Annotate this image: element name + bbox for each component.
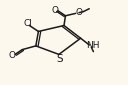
Text: S: S [57,54,63,64]
Text: NH: NH [86,41,100,50]
Text: O: O [8,51,15,60]
Text: O: O [51,6,58,15]
Text: O: O [75,8,82,17]
Text: Cl: Cl [24,19,33,28]
